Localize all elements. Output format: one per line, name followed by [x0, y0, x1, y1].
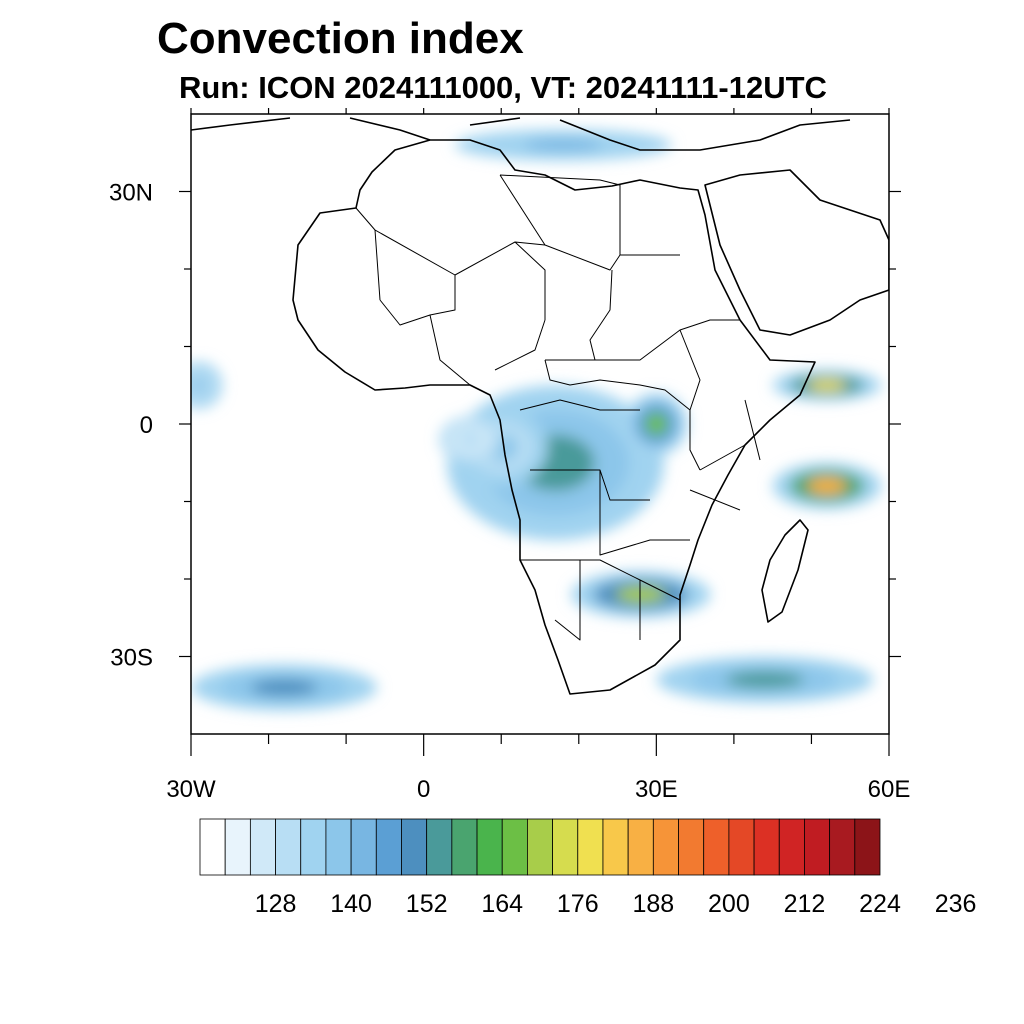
field-blob-indian-ocean	[807, 477, 847, 495]
field-blob-mozambique-band	[725, 671, 804, 689]
chart-title: Convection index	[157, 14, 524, 63]
colorbar-swatch	[451, 818, 478, 876]
axis-ticks	[179, 108, 901, 756]
arabia-coastline	[704, 169, 889, 336]
lat-tick-label: 30S	[110, 645, 153, 672]
colorbar-swatch	[325, 818, 352, 876]
axis-tick-labels: 30N 0 30S 30W 0 30E 60E	[109, 180, 910, 804]
colorbar-swatch	[527, 818, 553, 876]
colorbar-swatch	[804, 818, 831, 876]
lon-tick-label: 30W	[166, 776, 216, 803]
africa-coastline	[292, 139, 816, 695]
colorbar-swatch	[501, 818, 528, 876]
colorbar-label: 152	[406, 890, 448, 918]
colorbar-label: 140	[330, 890, 372, 918]
field-blob-mediterranean	[524, 139, 603, 151]
colorbar-label: 176	[557, 890, 599, 918]
lat-tick-label: 0	[140, 412, 153, 439]
colorbar-swatch	[249, 818, 276, 876]
europe-coastline	[191, 117, 851, 151]
colorbar-swatch	[426, 818, 453, 876]
colorbar-label: 200	[708, 890, 750, 918]
border-lines	[355, 174, 761, 641]
colorbar-label: 236	[935, 890, 977, 918]
colorbar-swatch	[350, 818, 377, 876]
colorbar-label: 164	[481, 890, 523, 918]
colorbar-swatch	[627, 818, 654, 876]
colorbar-swatch	[224, 818, 251, 876]
colorbar: 128 140 152 164 176 188 200 212 224 236	[199, 818, 977, 918]
colorbar-swatch	[199, 818, 226, 876]
colorbar-swatch	[829, 818, 856, 876]
lat-tick-label: 30N	[109, 180, 153, 207]
field-blob-atlantic-itcz	[191, 376, 208, 394]
chart-subtitle: Run: ICON 2024111000, VT: 20241111-12UTC	[179, 70, 827, 105]
colorbar-swatch	[375, 818, 402, 876]
colorbar-swatch	[577, 818, 604, 876]
colorbar-swatch	[401, 818, 428, 876]
colorbar-swatch	[678, 818, 705, 876]
colorbar-swatch	[854, 818, 881, 876]
colorbar-swatch	[476, 818, 503, 876]
country-borders	[355, 174, 761, 641]
field-blob-gulf-guinea	[459, 431, 482, 448]
lon-tick-label: 30E	[635, 776, 678, 803]
field-blob-lake-victoria	[645, 412, 668, 436]
lon-tick-label: 60E	[868, 776, 911, 803]
colorbar-label: 188	[632, 890, 674, 918]
colorbar-swatch	[300, 818, 327, 876]
colorbar-label: 224	[859, 890, 901, 918]
colorbar-swatch	[703, 818, 730, 876]
colorbar-swatch	[652, 818, 679, 876]
colorbar-swatch	[753, 818, 780, 876]
madagascar-coastline	[761, 519, 809, 623]
colorbar-label: 212	[784, 890, 826, 918]
colorbar-swatch	[602, 818, 629, 876]
colorbar-swatch	[552, 818, 579, 876]
colorbar-label: 128	[255, 890, 297, 918]
colorbar-swatch	[275, 818, 302, 876]
field-blob-south-atlantic-band	[250, 679, 318, 696]
lon-tick-label: 0	[417, 776, 430, 803]
coastlines	[191, 117, 889, 695]
field-blob-somalia-offshore	[807, 379, 847, 391]
convection-field	[191, 129, 882, 711]
field-blob-south-africa-band	[615, 586, 666, 603]
colorbar-swatch	[728, 818, 755, 876]
colorbar-swatch	[778, 818, 805, 876]
